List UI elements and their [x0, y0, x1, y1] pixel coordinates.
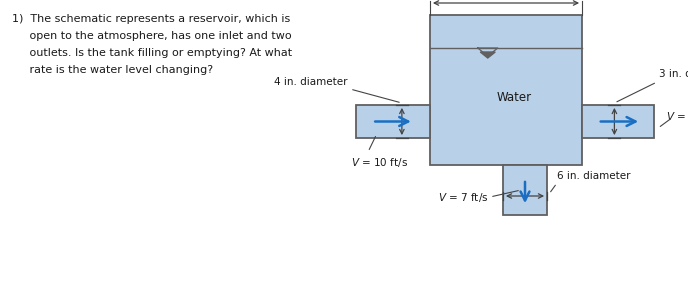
Text: $V$ = 10 ft/s: $V$ = 10 ft/s	[351, 156, 408, 169]
Text: outlets. Is the tank filling or emptying? At what: outlets. Is the tank filling or emptying…	[12, 48, 292, 58]
Text: open to the atmosphere, has one inlet and two: open to the atmosphere, has one inlet an…	[12, 31, 292, 41]
Text: rate is the water level changing?: rate is the water level changing?	[12, 65, 213, 75]
Text: 6 in. diameter: 6 in. diameter	[557, 171, 630, 181]
Bar	[503, 165, 547, 215]
Text: 4 in. diameter: 4 in. diameter	[275, 77, 348, 87]
Text: 3 in. diameter: 3 in. diameter	[659, 69, 688, 79]
Polygon shape	[480, 52, 495, 58]
Text: Water: Water	[497, 91, 532, 104]
Text: 1)  The schematic represents a reservoir, which is: 1) The schematic represents a reservoir,…	[12, 14, 290, 24]
Text: $V$ = 7 ft/s: $V$ = 7 ft/s	[438, 190, 488, 204]
Bar	[356, 105, 430, 138]
Bar	[430, 15, 582, 165]
Bar	[582, 105, 654, 138]
Text: $V$ = 4 ft/s: $V$ = 4 ft/s	[666, 110, 688, 123]
